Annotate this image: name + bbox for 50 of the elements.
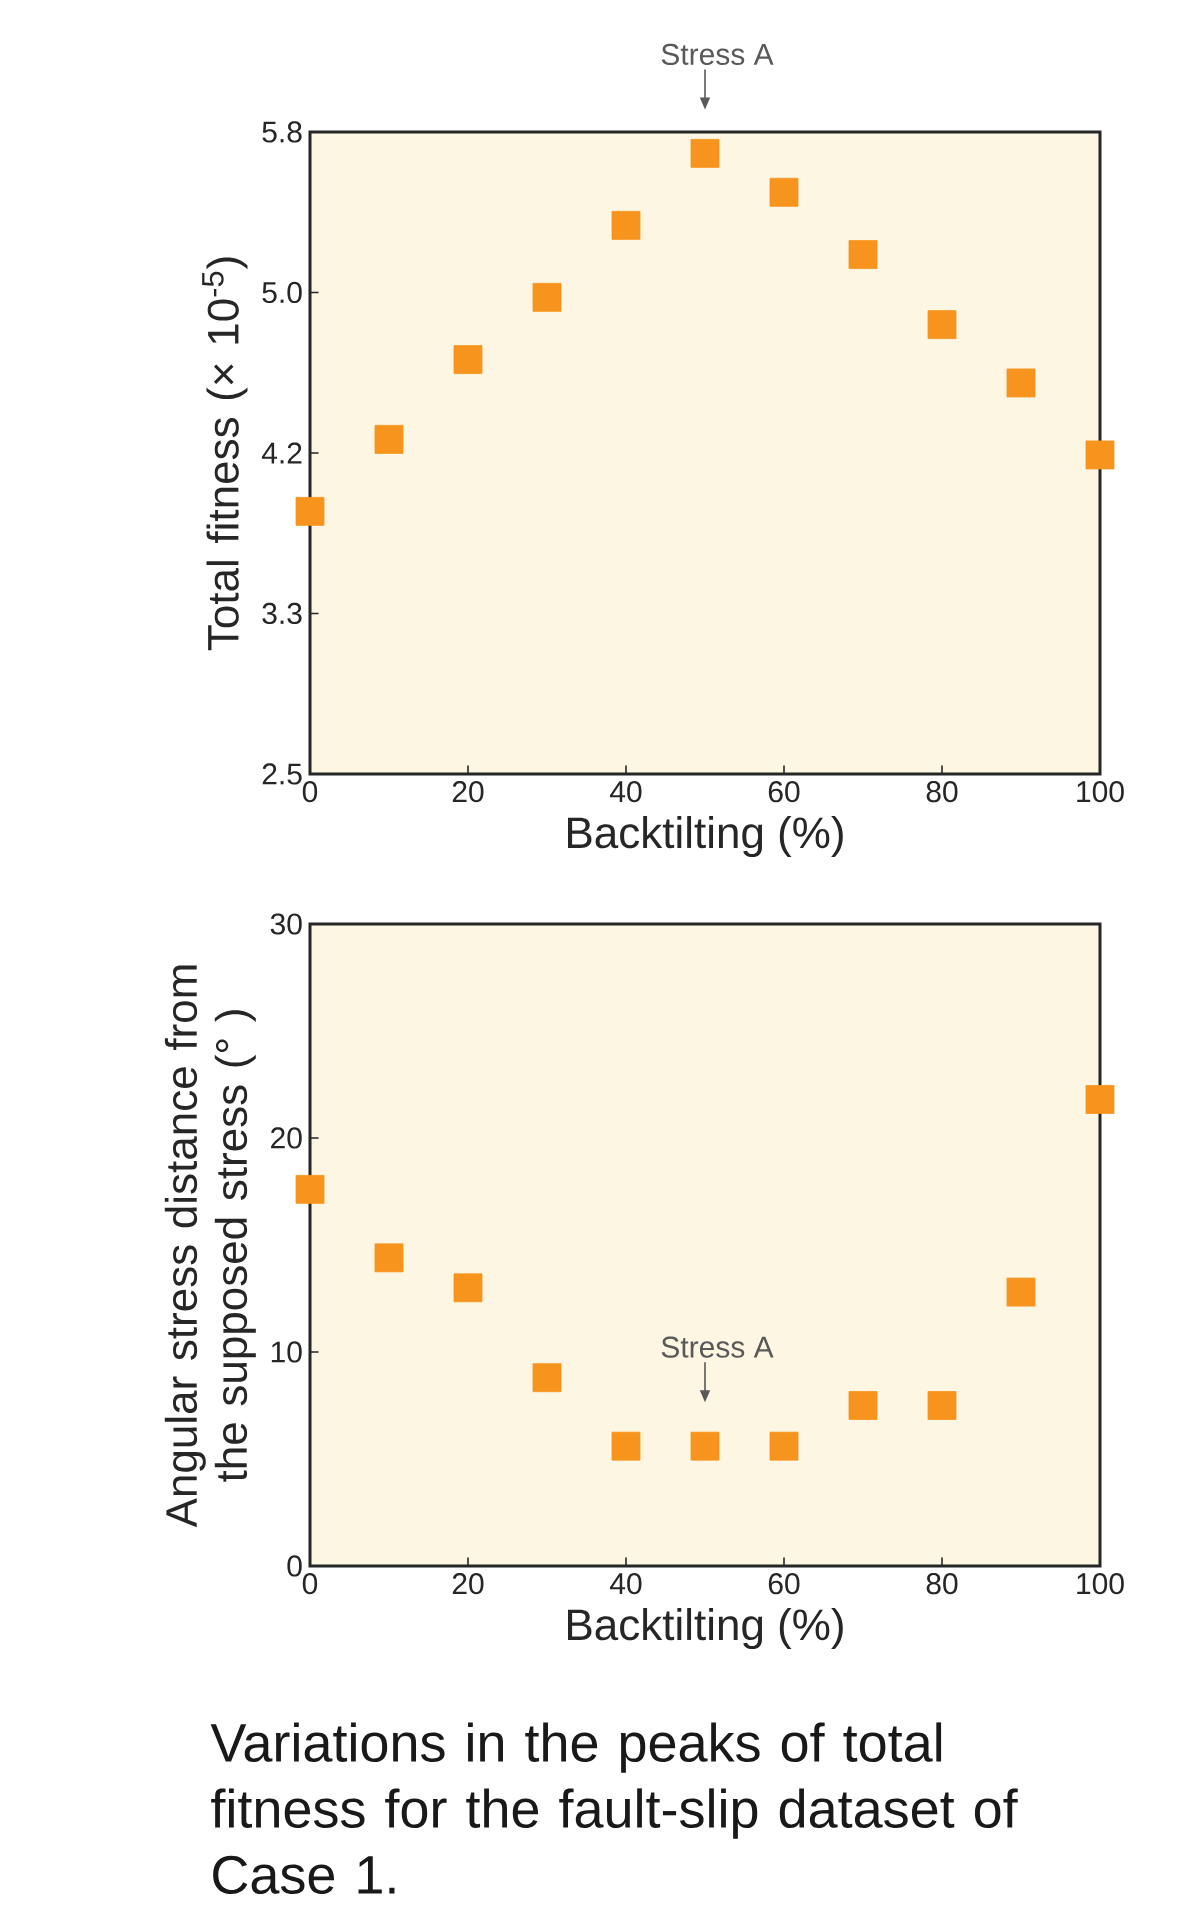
point: [295, 1174, 325, 1204]
point: [1085, 1085, 1115, 1114]
x-tick-label: 20: [452, 781, 484, 803]
y-tick-label: 10: [271, 1341, 302, 1363]
annotation: Stress A: [661, 1336, 774, 1358]
x-axis-title: Backtilting (%): [568, 816, 843, 858]
point: [848, 240, 878, 269]
point: [453, 1273, 483, 1303]
x-tick-label: 60: [768, 781, 800, 803]
point: [532, 282, 562, 312]
point: [1006, 1277, 1036, 1307]
text: Variations in the peaks of total fitness for the fault-slip dataset of Case 1.: [210, 1722, 1018, 1895]
x-tick-label: 80: [926, 1573, 958, 1595]
annotation: Stress A: [661, 43, 774, 65]
y-tick-label: 5.0: [262, 281, 302, 304]
y-tick-label: 2.5: [262, 763, 302, 785]
x-tick-label: 40: [610, 781, 642, 803]
y-tick-label: 3.3: [262, 602, 302, 625]
point: [295, 496, 325, 526]
point: [1006, 368, 1036, 398]
point: [690, 139, 720, 168]
point: [374, 1243, 404, 1273]
point: [374, 424, 404, 454]
x-axis-title: Backtilting (%): [568, 1608, 843, 1650]
point: [1085, 440, 1115, 470]
y-tick-label: 5.8: [262, 121, 302, 143]
x-tick-label: 40: [610, 1573, 642, 1595]
y-tick-label: 0: [287, 1555, 302, 1577]
point: [927, 310, 957, 339]
x-tick-label: 20: [452, 1573, 484, 1595]
y-axis-title: Angular stress distance from the supposed stress (° ): [164, 965, 256, 1528]
point: [690, 1431, 720, 1461]
point: [769, 177, 799, 207]
point: [611, 210, 641, 240]
x-tick-label: 0: [302, 781, 318, 803]
x-tick-label: 100: [1077, 1573, 1124, 1595]
x-tick-label: 100: [1077, 781, 1124, 803]
point: [927, 1391, 957, 1420]
y-tick-label: 4.2: [261, 442, 302, 464]
point: [532, 1363, 562, 1393]
x-tick-label: 0: [302, 1573, 318, 1595]
point: [848, 1391, 878, 1420]
y-tick-label: 30: [270, 913, 302, 935]
x-tick-label: 60: [768, 1573, 800, 1595]
y-tick-label: 20: [271, 1127, 302, 1149]
point: [453, 345, 483, 375]
point: [769, 1431, 799, 1461]
x-tick-label: 80: [926, 781, 958, 803]
point: [611, 1431, 641, 1461]
y-axis-title: Total fitness (× 10$^{-5}$): [202, 257, 248, 651]
